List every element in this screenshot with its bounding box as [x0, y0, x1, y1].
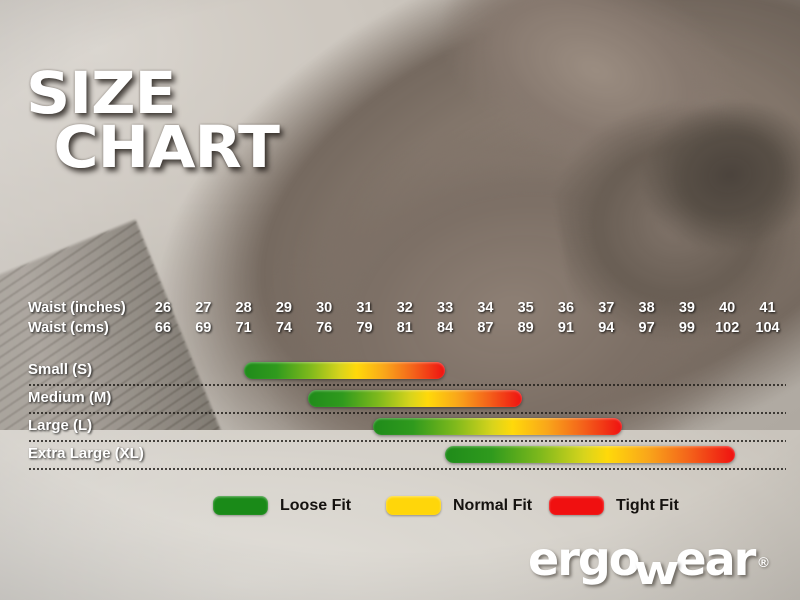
waist-inches-value: 38 — [638, 300, 655, 316]
size-row: Large (L) — [0, 414, 800, 442]
title-line-2: CHART — [53, 112, 280, 181]
waist-cms-value: 84 — [437, 320, 454, 336]
size-row: Medium (M) — [0, 386, 800, 414]
size-range-bar — [445, 446, 736, 463]
size-row-label: Large (L) — [28, 417, 93, 434]
brand-name-part2: ear — [675, 532, 756, 586]
waist-inches-label: Waist (inches) — [28, 300, 126, 316]
waist-cms-value: 66 — [154, 320, 172, 336]
waist-inches-value: 27 — [195, 300, 212, 316]
size-row: Extra Large (XL) — [0, 442, 800, 470]
measurement-header: Waist (inches) 26 27 28 29 30 31 32 33 34 35 36 37 3… — [28, 300, 780, 340]
size-range-bar — [243, 362, 446, 379]
waist-inches-value: 28 — [235, 300, 252, 316]
fit-legend: Loose Fit Normal Fit Tight Fit — [0, 496, 800, 524]
waist-inches-value: 31 — [356, 300, 373, 316]
waist-cms-value: 97 — [638, 320, 655, 336]
row-divider — [28, 412, 786, 414]
waist-cms-label: Waist (cms) — [28, 320, 109, 336]
row-divider — [28, 468, 786, 470]
waist-inches-value: 41 — [759, 300, 776, 316]
waist-cms-value: 74 — [275, 320, 292, 336]
registered-trademark-icon: ® — [758, 554, 769, 570]
waist-inches-value: 32 — [396, 300, 413, 316]
page-title: SIZE CHART — [26, 14, 280, 227]
waist-inches-value: 30 — [316, 300, 333, 316]
size-row-label: Medium (M) — [28, 389, 112, 406]
waist-inches-value: 26 — [154, 300, 172, 316]
waist-inches-row: Waist (inches) 26 27 28 29 30 31 32 33 34 35 36 37 3… — [28, 300, 780, 320]
waist-cms-value: 91 — [557, 320, 575, 336]
legend-item: Loose Fit — [213, 496, 351, 515]
legend-label: Normal Fit — [453, 496, 533, 514]
legend-item: Normal Fit — [386, 496, 532, 515]
waist-cms-value: 87 — [477, 320, 494, 336]
waist-cms-value: 94 — [598, 320, 615, 336]
legend-label: Loose Fit — [280, 496, 352, 514]
waist-cms-value: 71 — [235, 320, 252, 336]
waist-cms-value: 76 — [316, 320, 333, 336]
waist-cms-value: 79 — [356, 320, 373, 336]
waist-inches-value: 40 — [719, 300, 736, 316]
waist-inches-value: 34 — [477, 300, 494, 316]
size-range-bar — [372, 418, 623, 435]
size-row-label: Extra Large (XL) — [28, 445, 144, 462]
legend-item: Tight Fit — [549, 496, 679, 515]
size-rows: Small (S) Medium (M) Large (L) Extra Large … — [0, 358, 800, 470]
waist-cms-value: 99 — [678, 320, 695, 336]
brand-w-glyph: w — [633, 548, 680, 594]
row-divider — [28, 384, 786, 386]
size-row-label: Small (S) — [28, 361, 93, 378]
legend-swatch — [549, 496, 604, 515]
waist-inches-value: 39 — [678, 300, 695, 316]
legend-swatch — [213, 496, 268, 515]
title-line-1: SIZE — [26, 59, 177, 128]
brand-logo: ergo w ear ® — [528, 532, 769, 591]
size-range-bar — [308, 390, 522, 407]
size-row: Small (S) — [0, 358, 800, 386]
legend-label: Tight Fit — [616, 496, 679, 514]
waist-inches-value: 29 — [275, 300, 292, 316]
waist-cms-value: 102 — [715, 320, 740, 336]
row-divider — [28, 440, 786, 442]
legend-swatch — [386, 496, 441, 515]
waist-cms-value: 69 — [195, 320, 212, 336]
waist-inches-value: 36 — [557, 300, 575, 316]
waist-inches-value: 37 — [598, 300, 615, 316]
waist-cms-value: 81 — [396, 320, 413, 336]
brand-name-part1: ergo — [528, 532, 640, 586]
waist-cms-value: 89 — [517, 320, 534, 336]
waist-cms-row: Waist (cms) 66 69 71 74 76 79 81 84 87 89 91 94 97 99… — [28, 320, 780, 340]
waist-inches-value: 33 — [437, 300, 454, 316]
waist-cms-value: 104 — [755, 320, 780, 336]
waist-inches-value: 35 — [517, 300, 534, 316]
